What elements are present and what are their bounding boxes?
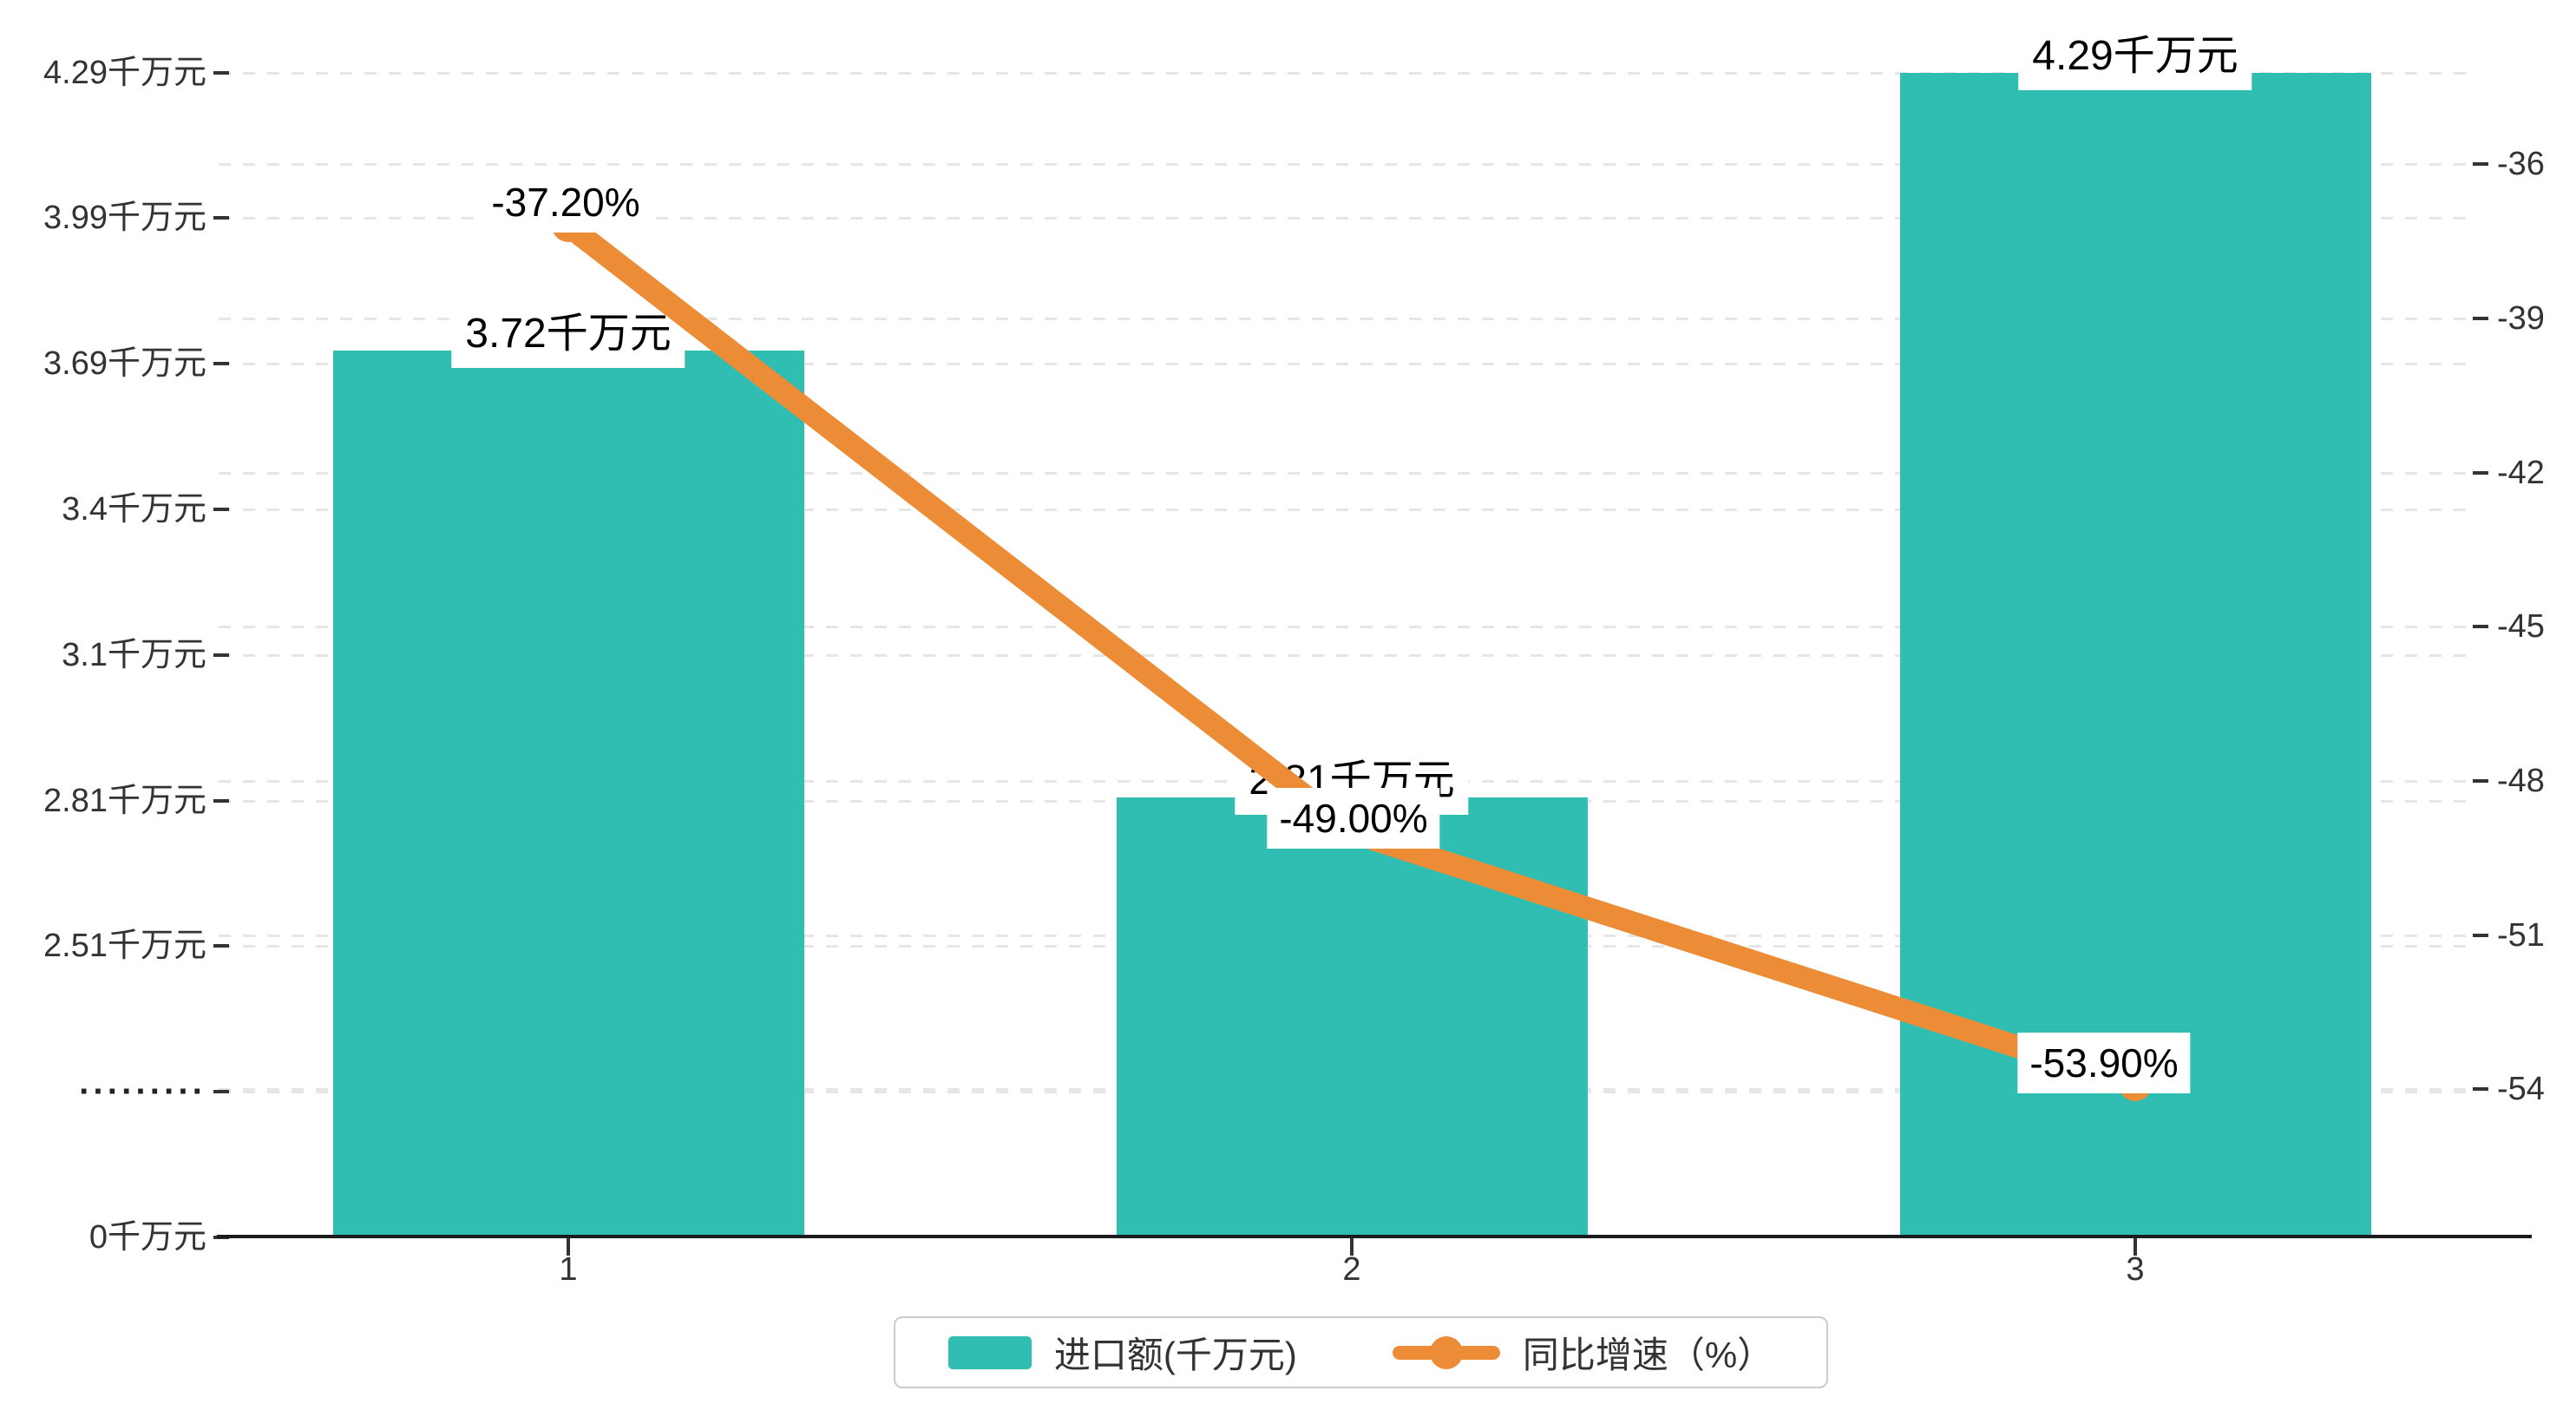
left-axis-label-3: 3.4千万元: [62, 491, 206, 528]
left-axis-label-2: 3.69千万元: [43, 345, 206, 382]
line-value-label-3: -53.90%: [2017, 1033, 2191, 1093]
bar-import-2[interactable]: [1117, 797, 1588, 1237]
left-axis-tick: [213, 799, 229, 803]
bar-import-1[interactable]: [333, 351, 804, 1237]
right-axis-tick: [2473, 1087, 2488, 1091]
right-axis-tick: [2473, 934, 2488, 937]
x-axis-tick: [2134, 1238, 2137, 1256]
gridline: [219, 508, 2473, 511]
line-series-marker-icon: [1392, 1335, 1500, 1370]
x-axis-label-1: 1: [559, 1251, 578, 1288]
gridline: [219, 363, 2473, 365]
left-axis-tick: [213, 944, 229, 948]
left-axis-label-0: 4.29千万元: [43, 55, 206, 91]
line-value-label-2: -49.00%: [1267, 788, 1440, 849]
right-axis-label-3: -45: [2497, 608, 2545, 645]
bar-value-label-1: 3.72千万元: [451, 300, 685, 368]
gridline: [219, 72, 2473, 75]
left-axis-label-5: 2.81千万元: [43, 783, 206, 819]
legend-label-growth: 同比增速（%）: [1522, 1335, 1774, 1375]
growth-line: [561, 216, 2139, 1096]
left-axis-label-6: 2.51千万元: [43, 928, 206, 964]
line-value-label-1: -37.20%: [479, 172, 652, 233]
right-axis-tick: [2473, 625, 2488, 628]
right-axis-tick: [2473, 779, 2488, 783]
left-axis-tick: [213, 71, 229, 75]
left-axis-tick: [213, 216, 229, 220]
gridline: [219, 163, 2473, 166]
x-axis-line: [217, 1235, 2532, 1238]
legend-label-import: 进口额(千万元): [1053, 1335, 1297, 1375]
legend-item-import[interactable]: 进口额(千万元): [947, 1326, 1297, 1379]
right-axis-tick: [2473, 471, 2488, 475]
gridline: [219, 654, 2473, 657]
right-axis-label-0: -36: [2497, 146, 2545, 182]
x-axis-label-3: 3: [2126, 1251, 2145, 1288]
left-axis-label-8: 0千万元: [88, 1219, 206, 1256]
gridline: [219, 217, 2473, 220]
left-axis-tick: [213, 1090, 229, 1093]
bar-value-label-3: 4.29千万元: [2018, 23, 2252, 90]
legend: 进口额(千万元) 同比增速（%）: [894, 1316, 1828, 1388]
x-axis-tick: [1350, 1238, 1354, 1256]
gridline: [219, 626, 2473, 628]
right-axis-label-1: -39: [2497, 300, 2545, 337]
right-axis-label-4: -48: [2497, 763, 2545, 799]
right-axis-label-6: -54: [2497, 1071, 2545, 1107]
right-axis-label-5: -51: [2497, 917, 2545, 954]
left-axis-label-4: 3.1千万元: [62, 637, 206, 673]
left-axis-tick: [213, 508, 229, 511]
left-axis-tick: [213, 653, 229, 657]
right-axis-tick: [2473, 162, 2488, 166]
gridline: [219, 318, 2473, 320]
x-axis-label-2: 2: [1342, 1251, 1361, 1288]
bar-series-swatch-icon: [947, 1335, 1032, 1369]
left-axis-tick: [213, 362, 229, 365]
x-axis-tick: [567, 1238, 570, 1256]
left-axis-label-break-dots: ·········: [79, 1073, 206, 1111]
right-axis-label-2: -42: [2497, 455, 2545, 491]
gridline: [219, 472, 2473, 475]
left-axis-label-1: 3.99千万元: [43, 200, 206, 236]
legend-item-growth[interactable]: 同比增速（%）: [1392, 1326, 1774, 1379]
right-axis-tick: [2473, 317, 2488, 320]
